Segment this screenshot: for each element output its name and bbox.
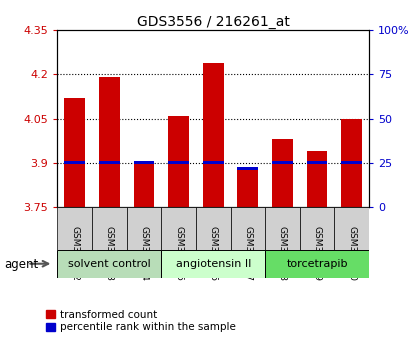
Bar [265, 207, 299, 250]
Text: GSM399575: GSM399575 [174, 226, 183, 281]
Bar [237, 170, 258, 207]
Bar [161, 250, 265, 278]
Bar [92, 207, 126, 250]
Bar [230, 207, 265, 250]
Text: GSM399572: GSM399572 [70, 226, 79, 281]
Bar [340, 161, 361, 165]
Bar [64, 161, 85, 165]
Bar [237, 167, 258, 170]
Bar [272, 161, 292, 165]
Bar [202, 161, 223, 165]
Title: GDS3556 / 216261_at: GDS3556 / 216261_at [137, 15, 289, 29]
Bar [57, 207, 92, 250]
Text: agent: agent [4, 258, 38, 271]
Text: GSM399580: GSM399580 [346, 226, 355, 281]
Bar [202, 63, 223, 207]
Text: GSM399576: GSM399576 [208, 226, 217, 281]
Bar [196, 207, 230, 250]
Bar [265, 250, 368, 278]
Text: GSM399573: GSM399573 [105, 226, 114, 281]
Bar [299, 207, 334, 250]
Bar [306, 151, 327, 207]
Bar [99, 161, 119, 165]
Bar [340, 119, 361, 207]
Bar [133, 161, 154, 165]
Bar [161, 207, 196, 250]
Text: GSM399578: GSM399578 [277, 226, 286, 281]
Bar [64, 98, 85, 207]
Bar [133, 163, 154, 207]
Text: GSM399579: GSM399579 [312, 226, 321, 281]
Bar [306, 161, 327, 165]
Text: torcetrapib: torcetrapib [285, 259, 347, 269]
Text: angiotensin II: angiotensin II [175, 259, 250, 269]
Bar [168, 161, 189, 165]
Bar [272, 139, 292, 207]
Legend: transformed count, percentile rank within the sample: transformed count, percentile rank withi… [46, 310, 235, 332]
Text: GSM399577: GSM399577 [243, 226, 252, 281]
Bar [168, 116, 189, 207]
Text: GSM399574: GSM399574 [139, 226, 148, 281]
Bar [57, 250, 161, 278]
Bar [99, 77, 119, 207]
Bar [126, 207, 161, 250]
Bar [334, 207, 368, 250]
Text: solvent control: solvent control [68, 259, 151, 269]
